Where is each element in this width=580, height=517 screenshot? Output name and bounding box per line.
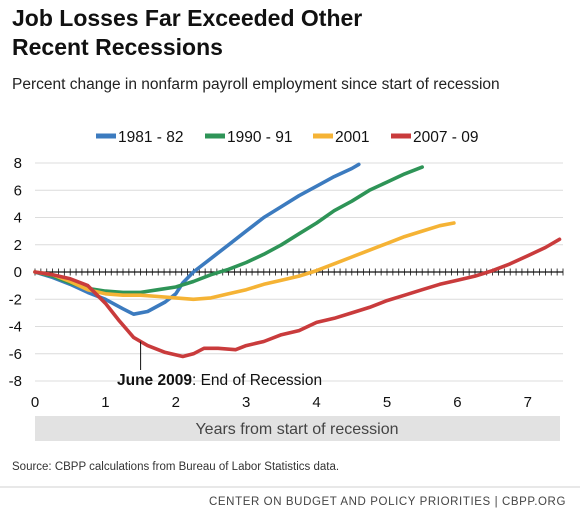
x-tick-label: 7 [524, 394, 532, 411]
y-tick-label: -8 [9, 373, 22, 390]
x-tick-label: 1 [101, 394, 109, 411]
legend-label: 2007 - 09 [413, 129, 479, 146]
x-axis-label: Years from start of recession [195, 421, 398, 438]
series-lines [33, 162, 562, 359]
y-tick-label: 0 [14, 264, 22, 281]
legend-label: 1981 - 82 [118, 129, 184, 146]
series-line [33, 165, 424, 295]
legend: 1981 - 82 1990 - 91 2001 2007 - 09 [96, 129, 479, 146]
x-tick-label: 3 [242, 394, 250, 411]
x-tick-label: 5 [383, 394, 391, 411]
legend-label: 1990 - 91 [227, 129, 293, 146]
y-tick-label: 2 [14, 237, 22, 254]
x-tick-label: 6 [453, 394, 461, 411]
series-line [33, 237, 562, 359]
x-tick-label: 2 [172, 394, 180, 411]
y-tick-label: 8 [14, 155, 22, 172]
chart-title-line-1: Job Losses Far Exceeded Other [12, 5, 362, 31]
x-axis-ticks: 0 1 2 3 4 5 6 7 [31, 394, 532, 411]
series-line [33, 162, 361, 316]
y-tick-label: -2 [9, 291, 22, 308]
chart-title-line-2: Recent Recessions [12, 34, 223, 60]
legend-label: 2001 [335, 129, 369, 146]
annotation-text: June 2009: End of Recession [117, 372, 322, 389]
y-tick-label: -6 [9, 346, 22, 363]
y-tick-label: 4 [14, 210, 22, 227]
zero-axis [34, 268, 564, 276]
y-axis-ticks: -8 -6 -4 -2 0 2 4 6 8 [9, 155, 22, 390]
y-tick-label: 6 [14, 182, 22, 199]
x-axis-label-band [35, 416, 560, 441]
chart-subtitle: Percent change in nonfarm payroll employ… [12, 76, 500, 93]
y-tick-label: -4 [9, 319, 22, 336]
x-tick-label: 0 [31, 394, 39, 411]
series-line [33, 221, 456, 302]
x-tick-label: 4 [312, 394, 320, 411]
footer-credit: CENTER ON BUDGET AND POLICY PRIORITIES |… [209, 496, 566, 508]
annotation: June 2009: End of Recession [117, 341, 322, 389]
source-note: Source: CBPP calculations from Bureau of… [12, 461, 339, 473]
